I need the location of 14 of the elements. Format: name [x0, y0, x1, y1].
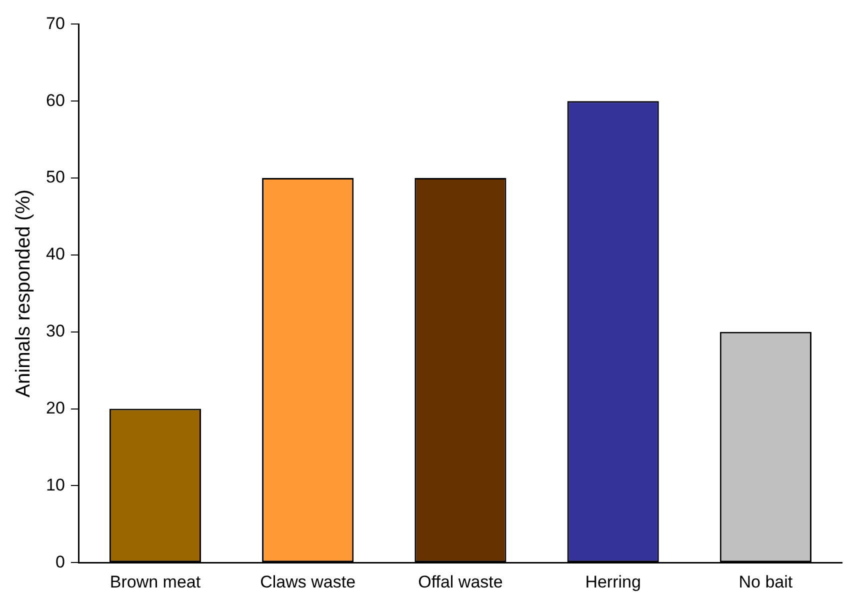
- y-axis-title: Animals responded (%): [12, 189, 35, 398]
- y-tick-label: 30: [46, 322, 65, 341]
- y-tick-label: 70: [46, 14, 65, 33]
- y-tick-label: 0: [55, 552, 65, 572]
- x-tick-label: Claws waste: [260, 572, 356, 592]
- y-tick-label: 20: [46, 398, 65, 418]
- x-tick-label: Offal waste: [418, 572, 503, 592]
- y-tick-label: 50: [46, 168, 65, 187]
- y-tick-label: 60: [46, 90, 65, 110]
- y-tick-label: 10: [46, 475, 65, 494]
- x-tick-label: No bait: [738, 572, 793, 592]
- x-tick-label: Brown meat: [110, 572, 201, 592]
- x-tick-label: Herring: [585, 572, 641, 592]
- y-tick-label: 40: [46, 244, 65, 264]
